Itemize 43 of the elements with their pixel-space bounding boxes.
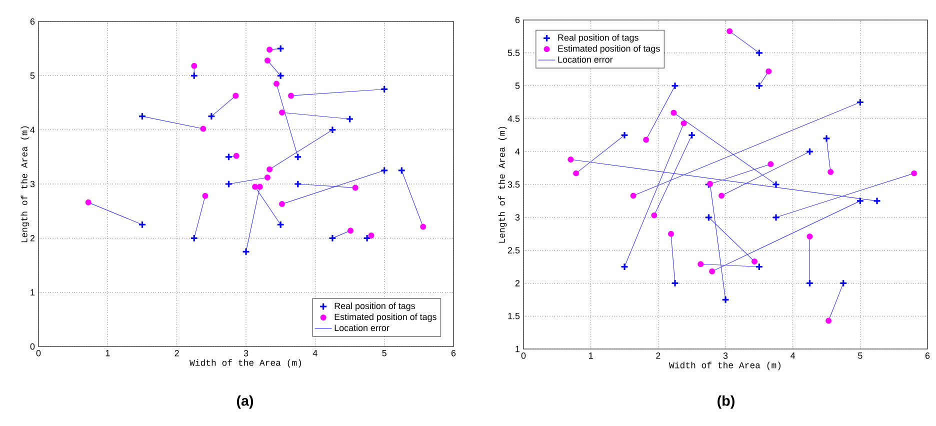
y-tick-label: 6 xyxy=(515,16,520,24)
y-tick-label: 5.5 xyxy=(508,50,520,56)
y-tick-label: 2 xyxy=(30,235,35,242)
x-axis-title: Width of the Area (m) xyxy=(190,359,301,368)
x-tick-label: 5 xyxy=(858,352,862,359)
x-tick-label: 3 xyxy=(723,352,728,359)
text: (a) xyxy=(236,395,254,409)
y-tick-label: 3 xyxy=(515,214,520,221)
y-tick-label: 3 xyxy=(30,180,35,188)
x-tick-label: 4 xyxy=(312,350,318,356)
x-tick-label: 2 xyxy=(656,352,660,359)
x-tick-label: 6 xyxy=(925,352,930,359)
legend-label: Estimated position of tags xyxy=(558,45,660,54)
x-tick-label: 6 xyxy=(451,350,456,356)
legend-label: Location error xyxy=(558,56,613,63)
y-tick-label: 5 xyxy=(30,72,35,79)
y-tick-label: 4 xyxy=(515,148,520,155)
x-axis-title: Width of the Area (m) xyxy=(669,362,780,370)
legend-label: Location error xyxy=(334,324,390,332)
x-tick-label: 4 xyxy=(790,352,796,359)
x-tick-label: 0 xyxy=(36,350,41,356)
text: (b) xyxy=(718,395,734,409)
x-tick-label: 1 xyxy=(589,352,593,359)
legend-label: Real position of tags xyxy=(334,302,416,311)
x-tick-label: 1 xyxy=(106,350,110,356)
x-tick-label: 3 xyxy=(244,350,248,356)
x-tick-label: 2 xyxy=(174,350,179,356)
y-tick-label: 1 xyxy=(30,289,35,296)
y-tick-label: 4 xyxy=(30,126,35,133)
y-tick-label: 6 xyxy=(30,18,35,25)
y-tick-label: 2.5 xyxy=(508,247,520,254)
y-tick-label: 3.5 xyxy=(508,181,520,188)
y-axis-title: Length of the Area (m) xyxy=(498,126,507,243)
y-tick-label: 0 xyxy=(30,343,35,350)
x-tick-label: 5 xyxy=(382,350,386,356)
legend-label: Estimated position of tags xyxy=(334,313,436,322)
y-tick-label: 2 xyxy=(515,280,520,286)
y-axis-title: Length of the Area (m) xyxy=(20,126,30,242)
x-tick-label: 0 xyxy=(521,352,526,359)
y-tick-label: 5 xyxy=(515,82,520,89)
y-tick-label: 1.5 xyxy=(508,312,520,320)
legend-label: Real position of tags xyxy=(558,34,638,43)
y-tick-label: 4.5 xyxy=(508,116,520,122)
